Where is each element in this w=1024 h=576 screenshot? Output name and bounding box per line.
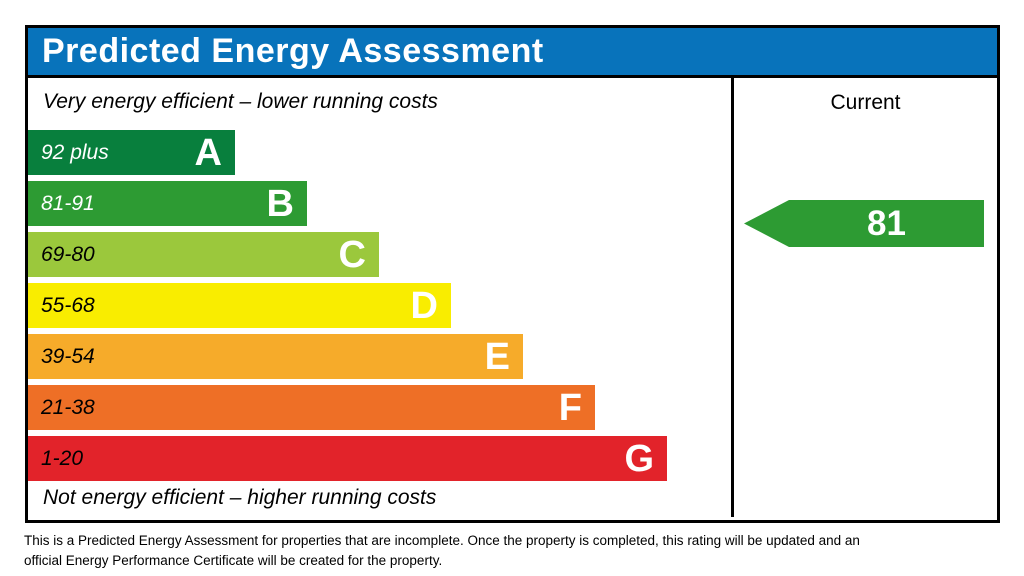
band-a: 92 plus A bbox=[28, 130, 235, 175]
current-rating-panel: Current 81 bbox=[734, 78, 997, 517]
top-caption: Very energy efficient – lower running co… bbox=[43, 90, 438, 113]
band-c-range: 69-80 bbox=[41, 242, 95, 266]
band-f-letter: F bbox=[558, 386, 582, 429]
band-b-letter: B bbox=[266, 182, 294, 225]
band-d: 55-68 D bbox=[28, 283, 451, 328]
band-b: 81-91 B bbox=[28, 181, 307, 226]
page-title: Predicted Energy Assessment bbox=[42, 32, 544, 70]
current-column-header: Current bbox=[830, 91, 901, 114]
band-a-range: 92 plus bbox=[41, 140, 109, 164]
band-e: 39-54 E bbox=[28, 334, 523, 379]
epc-body: Very energy efficient – lower running co… bbox=[28, 78, 997, 517]
current-rating-value: 81 bbox=[867, 203, 906, 243]
band-c-letter: C bbox=[338, 233, 366, 276]
band-e-range: 39-54 bbox=[41, 344, 95, 368]
footnote: This is a Predicted Energy Assessment fo… bbox=[24, 531, 860, 572]
bands-container: 92 plus A 81-91 B 69-80 C 55-68 D 39-54 bbox=[28, 130, 731, 487]
band-c: 69-80 C bbox=[28, 232, 379, 277]
band-b-range: 81-91 bbox=[41, 191, 95, 215]
band-d-range: 55-68 bbox=[41, 293, 95, 317]
epc-header: Predicted Energy Assessment bbox=[28, 28, 997, 78]
footnote-line-1: This is a Predicted Energy Assessment fo… bbox=[24, 533, 860, 548]
band-a-letter: A bbox=[194, 131, 222, 174]
epc-chart-box: Predicted Energy Assessment Very energy … bbox=[25, 25, 1000, 523]
rating-bands-panel: Very energy efficient – lower running co… bbox=[28, 78, 734, 517]
band-f-range: 21-38 bbox=[41, 395, 95, 419]
current-rating-arrow: 81 bbox=[744, 200, 984, 247]
band-f: 21-38 F bbox=[28, 385, 595, 430]
band-g-range: 1-20 bbox=[41, 446, 84, 470]
band-g-letter: G bbox=[624, 437, 654, 480]
footnote-line-2: official Energy Performance Certificate … bbox=[24, 553, 443, 569]
bottom-caption: Not energy efficient – higher running co… bbox=[43, 486, 437, 509]
band-e-letter: E bbox=[484, 335, 510, 378]
band-d-letter: D bbox=[410, 284, 438, 327]
band-g: 1-20 G bbox=[28, 436, 667, 481]
